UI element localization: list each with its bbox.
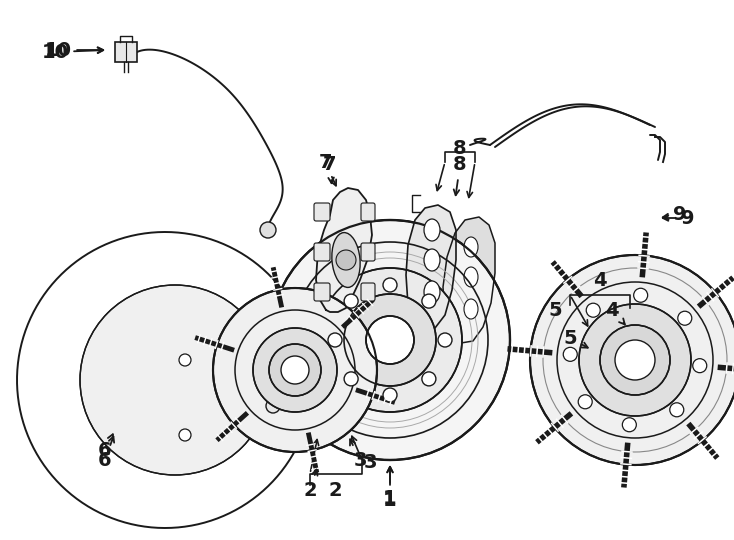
FancyBboxPatch shape [314, 283, 330, 301]
FancyBboxPatch shape [314, 203, 330, 221]
Text: 10: 10 [45, 40, 103, 59]
Circle shape [622, 418, 636, 432]
Text: 1: 1 [383, 467, 397, 508]
Circle shape [336, 250, 356, 270]
Circle shape [270, 220, 510, 460]
Text: 6: 6 [98, 436, 114, 469]
Text: 5: 5 [548, 300, 562, 320]
Text: 2: 2 [303, 470, 318, 500]
Text: 7: 7 [319, 152, 336, 186]
Text: 2: 2 [328, 481, 342, 500]
FancyBboxPatch shape [361, 203, 375, 221]
Polygon shape [406, 205, 456, 330]
Circle shape [266, 399, 280, 413]
Circle shape [579, 304, 691, 416]
Text: 10: 10 [42, 43, 103, 62]
Circle shape [383, 388, 397, 402]
Circle shape [677, 311, 691, 325]
Text: 9: 9 [663, 208, 695, 227]
Circle shape [328, 333, 342, 347]
Circle shape [80, 285, 270, 475]
Text: 6: 6 [98, 434, 113, 460]
Circle shape [383, 278, 397, 292]
Text: 8: 8 [453, 138, 467, 158]
Circle shape [344, 294, 436, 386]
FancyBboxPatch shape [361, 243, 375, 261]
Circle shape [344, 294, 358, 308]
Bar [115, 42, 137, 62]
Circle shape [422, 294, 436, 308]
Polygon shape [316, 188, 372, 312]
Circle shape [260, 222, 276, 238]
Circle shape [530, 255, 734, 465]
Circle shape [318, 268, 462, 412]
Text: 9: 9 [663, 206, 687, 225]
Text: 3: 3 [350, 440, 367, 469]
Ellipse shape [424, 219, 440, 241]
Circle shape [281, 356, 309, 384]
Circle shape [269, 344, 321, 396]
Text: 5: 5 [563, 328, 588, 348]
Ellipse shape [464, 267, 478, 287]
Circle shape [179, 354, 191, 366]
Ellipse shape [464, 299, 478, 319]
Text: 8: 8 [453, 156, 467, 195]
Circle shape [670, 403, 684, 417]
Circle shape [578, 395, 592, 409]
Text: 4: 4 [606, 300, 625, 325]
Ellipse shape [424, 281, 440, 303]
Circle shape [253, 328, 337, 412]
FancyBboxPatch shape [314, 243, 330, 261]
Polygon shape [255, 352, 280, 408]
Text: 7: 7 [323, 156, 337, 183]
Circle shape [586, 303, 600, 317]
FancyBboxPatch shape [361, 283, 375, 301]
Polygon shape [443, 217, 495, 343]
Circle shape [633, 288, 647, 302]
Circle shape [693, 359, 707, 373]
Text: 1: 1 [383, 467, 397, 510]
Text: 3: 3 [363, 453, 377, 471]
Circle shape [213, 288, 377, 452]
Circle shape [366, 316, 414, 364]
Circle shape [344, 372, 358, 386]
Ellipse shape [464, 237, 478, 257]
Circle shape [563, 347, 577, 361]
Circle shape [422, 372, 436, 386]
Circle shape [438, 333, 452, 347]
Ellipse shape [332, 233, 360, 287]
Circle shape [615, 340, 655, 380]
Text: 4: 4 [593, 271, 607, 289]
Circle shape [600, 325, 670, 395]
Ellipse shape [424, 249, 440, 271]
Circle shape [179, 429, 191, 441]
